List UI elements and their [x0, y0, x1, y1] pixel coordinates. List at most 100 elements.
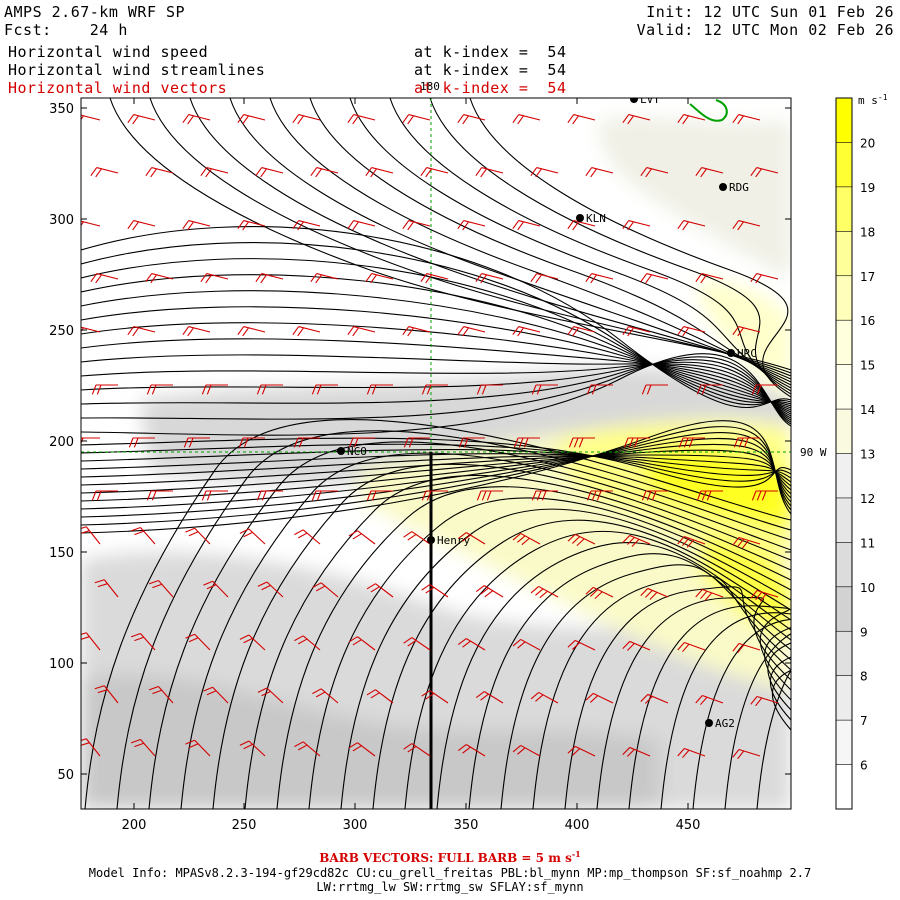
wind-barb: [188, 326, 211, 333]
wind-barb: [647, 693, 669, 704]
station-marker-henry: [427, 536, 435, 544]
wind-barb: [429, 690, 449, 704]
wind-barb: [302, 529, 321, 545]
wind-barb: [133, 326, 156, 333]
wind-barb: [536, 167, 559, 174]
colorbar-swatch: [836, 764, 852, 810]
station-label: RDG: [729, 181, 749, 194]
forecast-hour: Fcst: 24 h: [4, 21, 128, 39]
wind-barb: [158, 686, 174, 704]
wind-barb: [483, 585, 504, 598]
wind-barb: [375, 583, 394, 598]
wind-barb: [629, 640, 651, 651]
wind-barb: [465, 744, 486, 757]
wind-barb: [408, 220, 431, 227]
wind-barb: [206, 167, 229, 174]
wind-barb: [353, 326, 376, 333]
wind-barb: [426, 167, 449, 174]
wind-barb: [302, 635, 321, 651]
station-label: KLN: [586, 212, 606, 225]
colorbar-swatch: [836, 320, 852, 366]
colorbar-label: 18: [860, 225, 875, 239]
wind-barb: [702, 588, 724, 598]
wind-barb: [371, 273, 394, 280]
wind-barb: [320, 688, 339, 704]
colorbar-label: 8: [860, 670, 868, 684]
y-tick-label: 50: [57, 768, 74, 783]
wind-barb: [520, 532, 541, 545]
model-info: Model Info: MPASv8.2.3-194-gf29cd82c CU:…: [88, 866, 812, 880]
wind-barb: [133, 114, 156, 121]
wind-barb: [628, 114, 651, 121]
wind-barb: [738, 114, 761, 121]
wind-barb: [738, 326, 761, 333]
x-axis: 200 250 300 350 400 450: [122, 98, 700, 833]
wind-barb: [738, 536, 761, 545]
wind-barb: [243, 220, 266, 227]
wind-barb: [702, 694, 724, 704]
wind-barb: [411, 743, 431, 757]
wind-barb: [298, 114, 321, 121]
colorbar-swatch: [836, 142, 852, 188]
wind-barb: [429, 584, 449, 598]
wind-barb: [140, 633, 156, 651]
colorbar-swatch: [836, 720, 852, 766]
field-name-streamlines: Horizontal wind streamlines: [8, 61, 266, 79]
wind-barb: [683, 220, 706, 227]
field-level-streamlines: at k-index = 54: [414, 61, 567, 79]
wind-barb: [81, 114, 101, 121]
wind-barb: [243, 326, 266, 333]
colorbar-swatch: [836, 675, 852, 721]
station-label: NCO: [347, 445, 367, 458]
wind-barb: [647, 587, 669, 598]
wind-barb: [481, 273, 504, 280]
wind-barb: [243, 114, 266, 121]
field-name-speed: Horizontal wind speed: [8, 43, 209, 61]
wind-barb: [738, 642, 761, 651]
wind-barb: [463, 220, 486, 227]
wind-barb: [518, 114, 541, 121]
wind-barb: [408, 326, 431, 333]
wind-barb: [158, 580, 174, 598]
wind-barb: [188, 220, 211, 227]
wind-barb: [629, 746, 651, 757]
x-tick-label: 400: [565, 818, 590, 833]
wind-barb: [371, 167, 394, 174]
station-marker-rdg: [719, 183, 727, 191]
wind-barb: [628, 326, 651, 333]
wind-barb: [684, 747, 706, 757]
wind-barb: [411, 531, 431, 545]
y-tick-label: 200: [49, 435, 74, 450]
wind-barb: [481, 167, 504, 174]
station-marker-lvt: [630, 98, 638, 103]
wind-barb: [683, 326, 706, 333]
wind-barb: [518, 326, 541, 333]
wind-barb: [188, 114, 211, 121]
wind-barb: [518, 220, 541, 227]
wind-barb: [591, 167, 614, 174]
colorbar-label: 13: [860, 448, 875, 462]
init-time: Init: 12 UTC Sun 01 Feb 26: [646, 3, 894, 21]
wind-barb: [465, 638, 486, 651]
wind-barb: [248, 528, 266, 545]
station-label: AG2: [715, 717, 735, 730]
station-label: HRC: [737, 347, 757, 360]
wind-barb: [592, 586, 614, 598]
y-tick-label: 150: [49, 546, 74, 561]
field-level-speed: at k-index = 54: [414, 43, 567, 61]
wind-barb: [85, 738, 101, 757]
wind-barb: [426, 273, 449, 280]
colorbar-label: 6: [860, 759, 868, 773]
x-tick-label: 200: [122, 818, 147, 833]
wind-barb: [573, 220, 596, 227]
wind-barb: [298, 220, 321, 227]
wind-barb: [212, 686, 229, 704]
colorbar-label: 12: [860, 492, 875, 506]
streamlines: [81, 98, 791, 809]
wind-barb: [538, 585, 559, 598]
colorbar-label: 15: [860, 359, 875, 373]
wind-barb: [573, 114, 596, 121]
wind-barb: [683, 114, 706, 121]
wind-barb: [140, 527, 156, 545]
station-marker-ag2: [705, 719, 713, 727]
